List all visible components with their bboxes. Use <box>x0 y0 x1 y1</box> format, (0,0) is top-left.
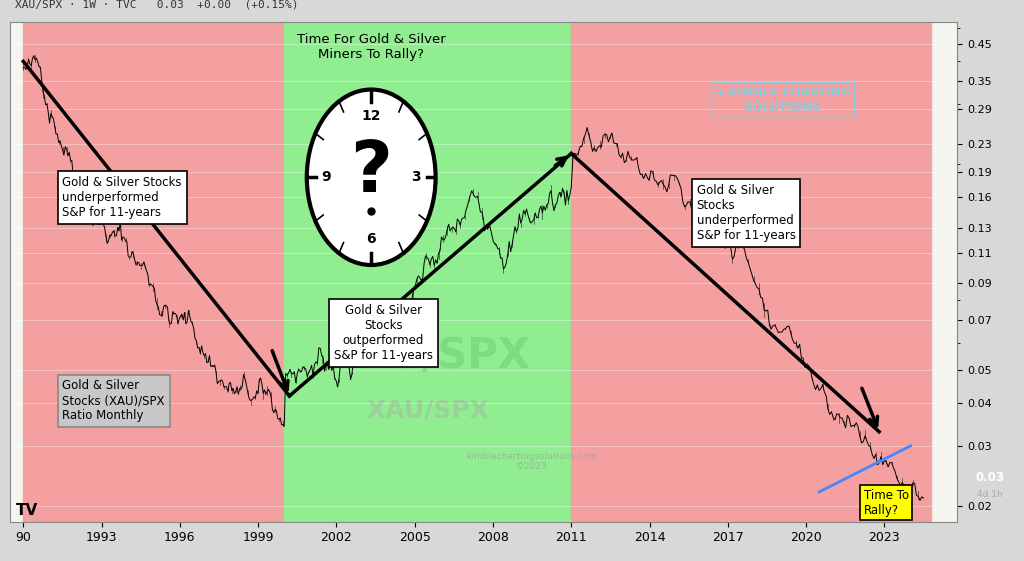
Text: 0.03: 0.03 <box>976 471 1005 484</box>
Text: 3: 3 <box>412 171 421 184</box>
Text: ?: ? <box>350 137 392 206</box>
Text: XAU/SPX: XAU/SPX <box>367 399 489 423</box>
Text: Gold & Silver
Stocks
underperformed
S&P for 11-years: Gold & Silver Stocks underperformed S&P … <box>696 184 796 242</box>
Text: TV: TV <box>15 503 38 518</box>
Text: Time For Gold & Silver
Miners To Rally?: Time For Gold & Silver Miners To Rally? <box>297 33 445 61</box>
Text: ◄ KIMBLE CHARTING
       SOLUTIONS: ◄ KIMBLE CHARTING SOLUTIONS <box>715 85 850 113</box>
Text: 12: 12 <box>361 109 381 123</box>
Text: Time To
Rally?: Time To Rally? <box>863 489 908 517</box>
Text: XAU/SPX: XAU/SPX <box>326 335 530 377</box>
Text: 4d 1h: 4d 1h <box>977 490 1004 499</box>
Bar <box>571 22 932 522</box>
Bar <box>285 22 571 522</box>
Text: Gold & Silver
Stocks
outperformed
S&P for 11-years: Gold & Silver Stocks outperformed S&P fo… <box>334 304 433 362</box>
Bar <box>24 22 285 522</box>
Text: Gold & Silver Stocks
underperformed
S&P for 11-years: Gold & Silver Stocks underperformed S&P … <box>62 176 182 219</box>
Circle shape <box>307 90 435 265</box>
Text: 9: 9 <box>322 171 331 184</box>
Text: kimblechartingsolutions.com
©2023: kimblechartingsolutions.com ©2023 <box>467 452 598 471</box>
Text: Gold & Silver
Stocks (XAU)/SPX
Ratio Monthly: Gold & Silver Stocks (XAU)/SPX Ratio Mon… <box>62 379 165 422</box>
Text: XAU/SPX · 1W · TVC   0.03  +0.00  (+0.15%): XAU/SPX · 1W · TVC 0.03 +0.00 (+0.15%) <box>15 0 298 10</box>
Text: 6: 6 <box>367 232 376 246</box>
